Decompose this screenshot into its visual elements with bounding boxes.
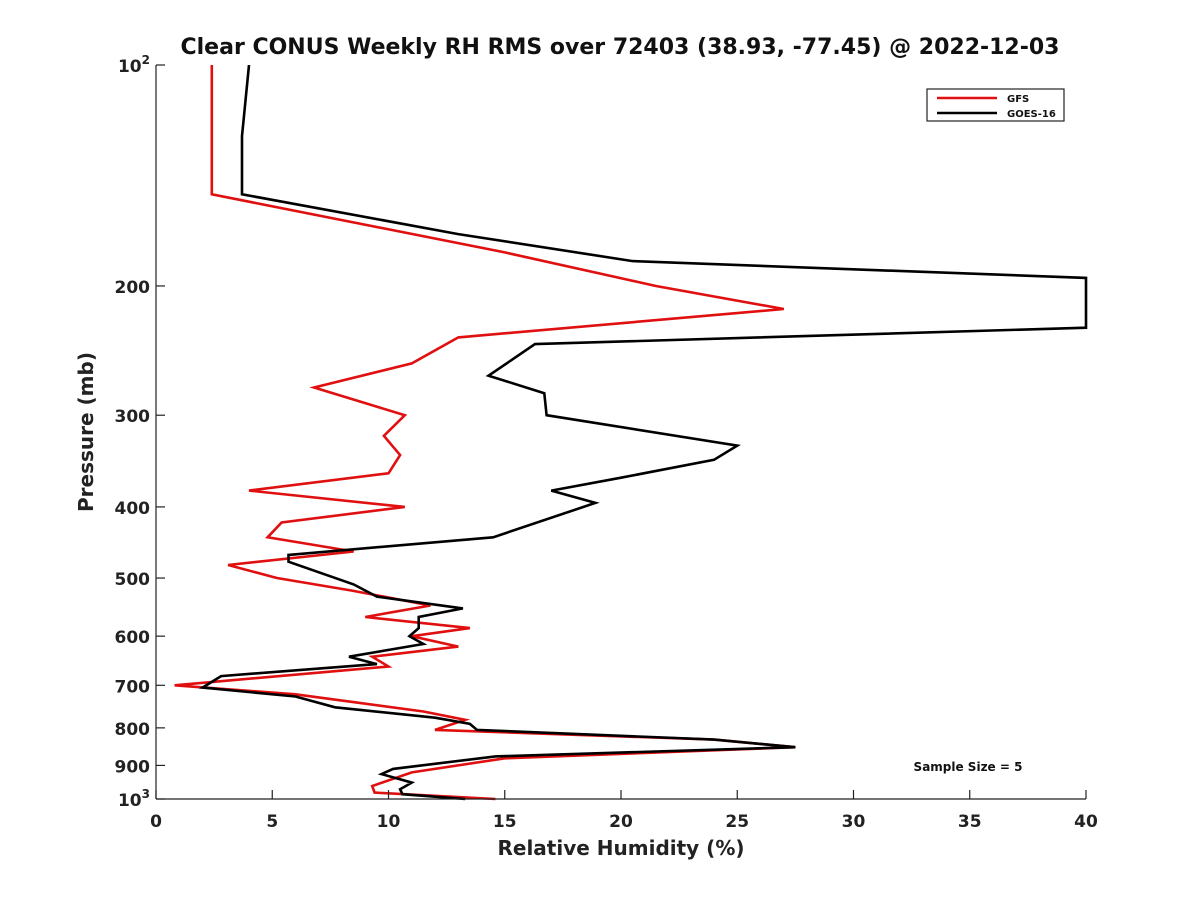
x-tick-label: 5 <box>266 812 278 832</box>
x-axis-label: Relative Humidity (%) <box>497 836 744 860</box>
x-tick-label: 20 <box>609 812 633 832</box>
y-tick-label: 200 <box>115 278 151 298</box>
sample-size-annotation: Sample Size = 5 <box>914 760 1023 774</box>
x-axis-ticks: 0 5 10 15 20 25 30 35 40 <box>150 790 1098 832</box>
y-tick-label: 900 <box>115 757 151 777</box>
x-tick-label: 30 <box>842 812 866 832</box>
x-tick-label: 40 <box>1074 812 1098 832</box>
legend-label-gfs: GFS <box>1007 94 1029 105</box>
y-tick-label: 500 <box>115 570 151 590</box>
y-tick-label: 800 <box>115 720 151 740</box>
y-tick-label: 400 <box>115 499 151 519</box>
plot-area <box>156 65 1086 799</box>
y-tick-label: 103 <box>118 787 150 811</box>
legend-box <box>926 88 1065 122</box>
series-layer <box>174 64 1088 801</box>
y-tick-label: 300 <box>115 407 151 427</box>
x-tick-label: 10 <box>377 812 401 832</box>
y-tick-label: 600 <box>115 628 151 648</box>
x-tick-label: 35 <box>958 812 982 832</box>
y-tick-label: 700 <box>115 677 151 697</box>
x-tick-label: 25 <box>725 812 749 832</box>
x-tick-label: 0 <box>150 812 162 832</box>
legend-label-goes-16: GOES-16 <box>1007 109 1056 120</box>
chart-title: Clear CONUS Weekly RH RMS over 72403 (38… <box>181 35 1060 60</box>
series-line-goes-16 <box>198 64 1088 801</box>
y-axis-label: Pressure (mb) <box>74 352 98 512</box>
y-tick-label: 102 <box>118 53 150 77</box>
x-tick-label: 15 <box>493 812 517 832</box>
legend: GFS GOES-16 <box>926 88 1065 122</box>
